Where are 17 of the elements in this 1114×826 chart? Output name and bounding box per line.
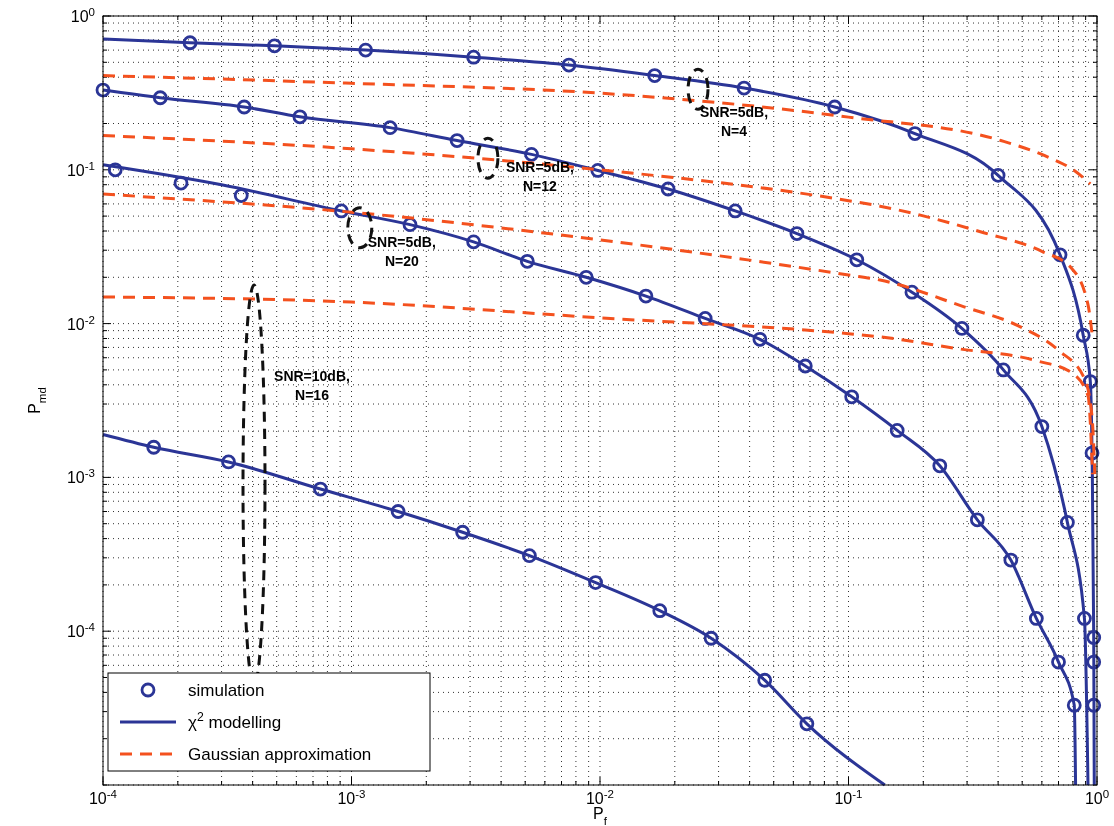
y-tick-label: 10$^{-3}$ [66, 467, 95, 487]
x-tick-label: 10$^{-1}$ [834, 788, 863, 807]
x-tick-label: 10$^{-4}$ [88, 788, 118, 807]
x-tick-label: 10$^{0}$ [1084, 788, 1110, 807]
y-tick-label: 10$^{-1}$ [66, 159, 95, 179]
x-tick-label: 10$^{-3}$ [337, 788, 366, 807]
legend-label: simulation [188, 681, 265, 700]
y-tick-label: 10$^{-4}$ [66, 621, 96, 641]
x-tick-label: 10$^{-2}$ [585, 788, 615, 807]
y-tick-label: 10$^{0}$ [70, 6, 95, 25]
annotation: SNR=5dB, N=20 [367, 234, 436, 270]
annotation: SNR=5dB, N=4 [699, 103, 769, 139]
annotation: SNR=10dB, N=16 [274, 367, 350, 403]
legend-label: Gaussian approximation [188, 745, 372, 764]
y-tick-label: 10$^{-2}$ [66, 313, 95, 333]
legend-label: χ$^{2}$ modelling [188, 710, 282, 732]
x-axis-title: P$_{f}$ [593, 805, 608, 826]
